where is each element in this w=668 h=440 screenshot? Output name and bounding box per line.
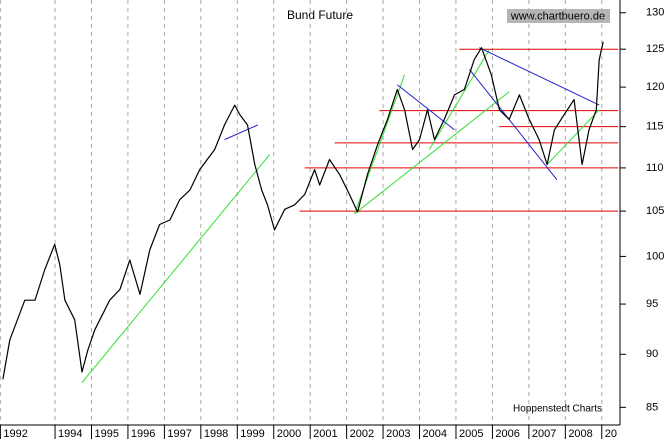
trend-line [224,124,258,141]
x-tick-label: 2000 [277,428,301,440]
x-tick-label: 1992 [3,428,27,440]
x-tick-label: 1998 [204,428,228,440]
y-tick-label: 120 [646,81,664,93]
y-tick-label: 105 [646,205,664,217]
trend-line [396,84,455,131]
x-tick-label: 1999 [240,428,264,440]
x-tick-label: 2008 [568,428,592,440]
x-tick-label: 1994 [58,428,82,440]
x-tick-label: 2003 [386,428,410,440]
y-tick-label: 130 [646,7,664,19]
price-line [2,41,604,380]
x-tick-label: 2006 [495,428,519,440]
watermark-box [507,9,610,23]
x-tick-label: 2002 [350,428,374,440]
trend-line [354,91,510,215]
x-tick-label: 1995 [94,428,118,440]
chart-title: Bund Future [287,8,353,22]
y-tick-label: 125 [646,43,664,55]
x-tick-label: 1997 [167,428,191,440]
x-tick-label: 1996 [131,428,155,440]
trend-line [546,109,600,165]
y-tick-label: 115 [646,121,664,133]
x-tick-label: 20 [605,428,617,440]
y-tick-label: 85 [646,401,658,413]
watermark: www.chartbuero.de [510,10,605,22]
trend-line [469,69,558,181]
x-tick-label: 2001 [313,428,337,440]
y-tick-label: 95 [646,298,658,310]
x-tick-label: 2007 [532,428,556,440]
trend-line [479,47,600,106]
x-tick-label: 2004 [423,428,447,440]
trend-line [81,154,271,383]
x-tick-label: 2005 [459,428,483,440]
source-note: Hoppenstedt Charts [513,404,602,415]
y-tick-label: 110 [646,162,664,174]
y-tick-label: 100 [646,250,664,262]
y-tick-label: 90 [646,348,658,360]
trend-line [428,49,490,150]
